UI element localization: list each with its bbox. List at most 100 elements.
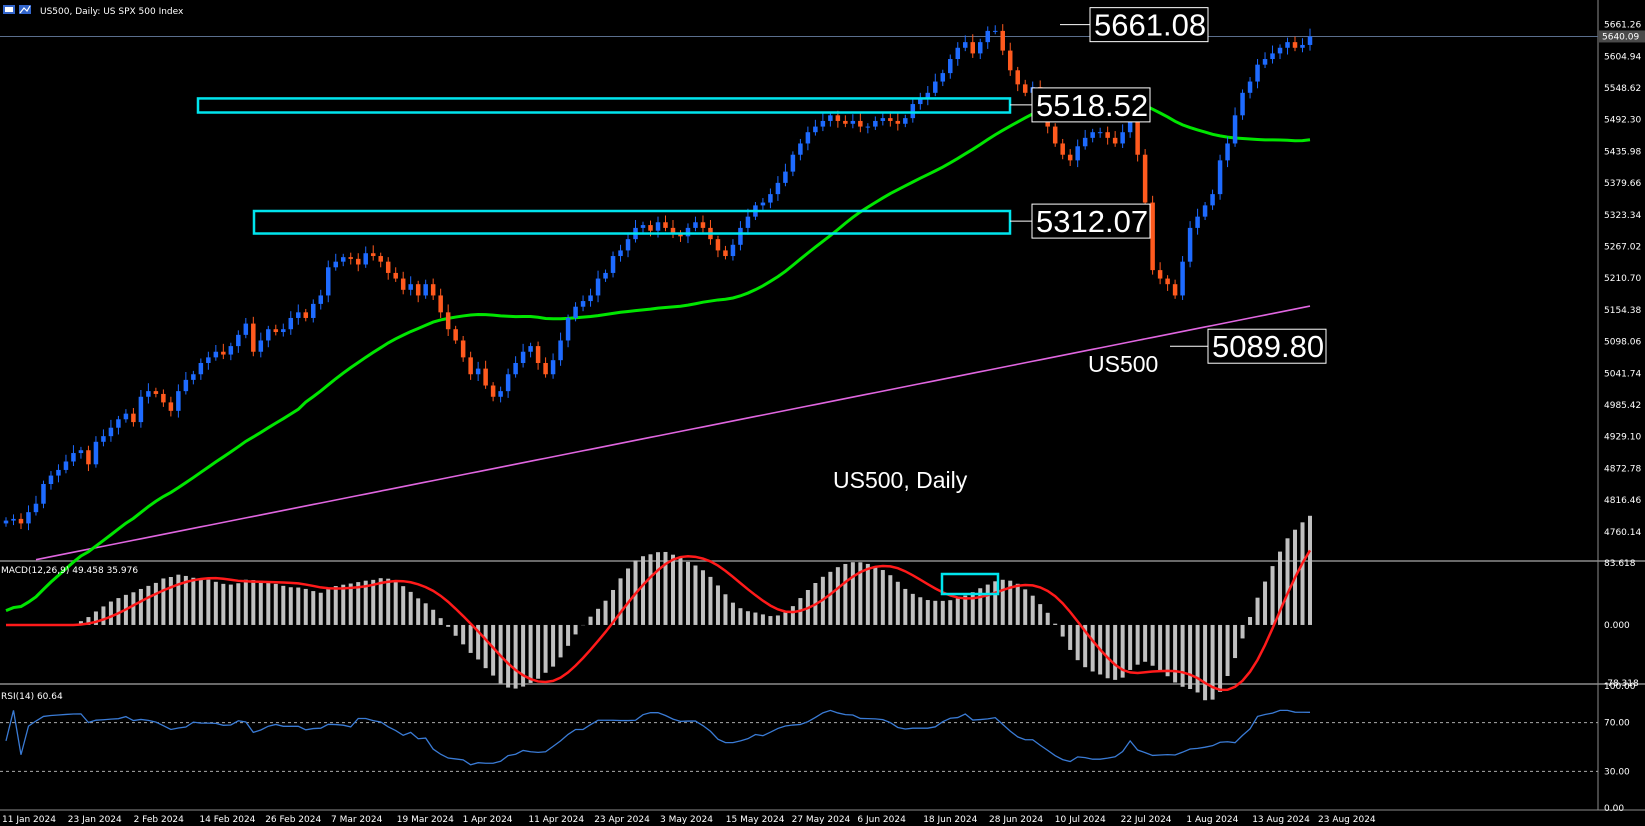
macd-tick-label: 0.000 <box>1604 621 1630 631</box>
candle-body <box>738 227 743 245</box>
candle-body <box>535 346 541 363</box>
candle-body <box>565 317 571 341</box>
date-tick-label: 27 May 2024 <box>792 815 851 825</box>
date-tick-label: 23 Aug 2024 <box>1318 815 1376 825</box>
macd-bar <box>551 624 556 667</box>
macd-bar <box>1173 624 1178 683</box>
macd-bar <box>775 615 780 625</box>
macd-bar <box>93 611 98 625</box>
macd-bar <box>101 606 106 625</box>
macd-bar <box>1218 624 1223 692</box>
candle-body <box>715 239 721 251</box>
date-tick-label: 18 Jun 2024 <box>923 815 977 825</box>
macd-bar <box>850 562 855 625</box>
candle-body <box>1285 42 1290 48</box>
candle-body <box>655 222 661 231</box>
candle-body <box>828 115 833 121</box>
price-callout: 5312.07 <box>1036 204 1148 239</box>
macd-bar <box>266 582 271 625</box>
candle-body <box>445 312 451 330</box>
candle-body <box>101 436 106 442</box>
macd-bar <box>1113 624 1118 680</box>
candle-body <box>183 379 189 392</box>
macd-bar <box>685 561 690 625</box>
candle-body <box>423 284 428 296</box>
macd-bar <box>888 575 893 625</box>
price-tick-label: 4872.78 <box>1604 464 1641 474</box>
macd-bar <box>760 614 765 625</box>
candle-body <box>723 250 728 257</box>
macd-bar <box>311 591 316 625</box>
candle-body <box>700 222 706 228</box>
macd-bar <box>543 624 548 673</box>
rsi-pane: 100.00 70.00 30.00 0.00 <box>0 682 1636 814</box>
price-tick-label: 5661.26 <box>1604 21 1641 31</box>
macd-bar <box>738 608 743 625</box>
macd-bar <box>348 583 353 625</box>
candle-body <box>415 284 421 296</box>
price-callouts: 5661.08 5518.52 5312.07 5089.80 <box>1010 7 1327 364</box>
macd-bar <box>78 621 83 625</box>
macd-bar <box>1000 579 1005 625</box>
macd-bar <box>558 624 563 658</box>
candle-body <box>775 182 781 195</box>
macd-bar <box>326 588 331 625</box>
candle-body <box>363 253 368 265</box>
price-tick-label: 4816.46 <box>1604 496 1641 506</box>
date-tick-label: 3 May 2024 <box>660 815 713 825</box>
candle-body <box>460 340 466 358</box>
candle-body <box>41 484 46 504</box>
macd-bar <box>296 587 301 625</box>
macd-bar <box>641 556 646 625</box>
macd-bar <box>843 563 848 625</box>
candle-body <box>1255 64 1260 82</box>
candle-body <box>251 323 256 352</box>
macd-bar <box>948 600 953 625</box>
macd-bar <box>243 579 248 625</box>
macd-bar <box>648 554 653 625</box>
candle-body <box>191 374 196 380</box>
macd-bar <box>153 582 158 625</box>
candle-body <box>678 233 683 237</box>
support-boxes[interactable] <box>196 97 1012 235</box>
candle-body <box>198 362 204 375</box>
candle-body <box>333 261 338 268</box>
macd-bar <box>955 598 960 625</box>
candle-body <box>303 312 309 318</box>
candle-body <box>1015 70 1020 85</box>
macd-bar <box>1255 597 1260 625</box>
candle-body <box>221 351 226 355</box>
macd-bar <box>273 583 278 625</box>
macd-bar <box>318 592 323 625</box>
candle-body <box>1187 227 1193 262</box>
support-box[interactable] <box>196 97 1012 114</box>
macd-bar <box>858 562 863 625</box>
candle-body <box>1172 284 1178 296</box>
candle-body <box>992 30 998 32</box>
macd-bar <box>1240 624 1245 639</box>
price-axis: 5661.26 5604.94 5548.62 5492.30 5435.98 5379.… <box>0 21 1645 538</box>
macd-bar <box>978 588 983 625</box>
macd-bar <box>566 624 571 646</box>
candle-body <box>865 126 871 128</box>
macd-bar <box>895 581 900 625</box>
support-box[interactable] <box>252 209 1012 235</box>
macd-bar <box>1278 551 1283 625</box>
candle-body <box>978 42 983 54</box>
candle-body <box>948 59 953 74</box>
macd-bar <box>745 611 750 625</box>
macd-bar <box>521 624 526 687</box>
macd-bar <box>918 597 923 625</box>
macd-bar <box>528 624 533 683</box>
macd-bar <box>1038 604 1043 625</box>
candle-body <box>288 317 294 330</box>
candle-body <box>3 520 9 524</box>
macd-bar <box>993 581 998 625</box>
date-tick-label: 11 Jan 2024 <box>2 815 56 825</box>
candle-body <box>475 368 481 375</box>
macd-bar <box>476 624 481 660</box>
macd-bar <box>783 612 788 625</box>
candle-body <box>843 120 848 124</box>
candle-body <box>400 278 406 290</box>
